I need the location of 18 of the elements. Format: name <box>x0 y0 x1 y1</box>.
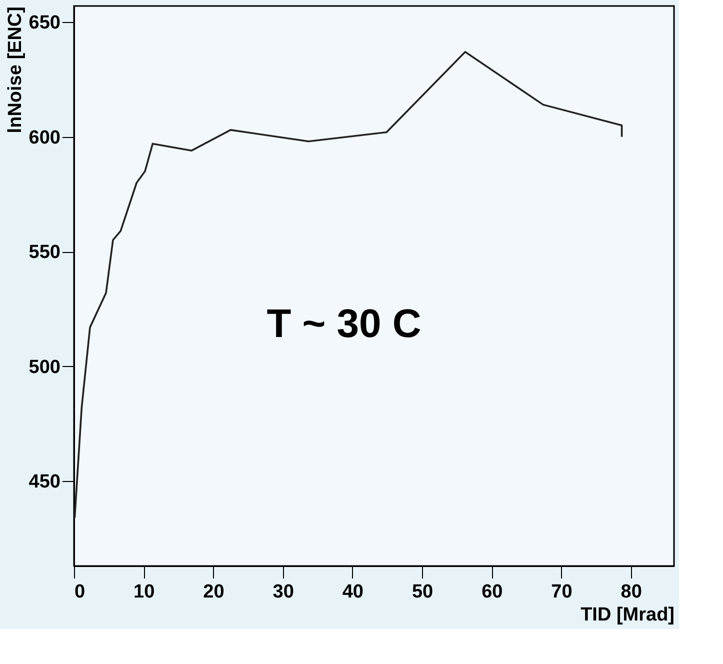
y-axis-title: lnNoise [ENC] <box>4 6 26 134</box>
x-tick-label: 10 <box>134 582 155 602</box>
y-tick-label: 450 <box>28 472 60 493</box>
x-tick-label: 60 <box>482 582 503 602</box>
x-tick-label: 50 <box>412 582 434 602</box>
x-tick-label: 70 <box>551 582 572 602</box>
y-tick-label: 500 <box>28 356 60 378</box>
y-tick-label: 600 <box>28 127 60 148</box>
y-tick-label: 650 <box>28 12 60 34</box>
x-tick-label: 40 <box>342 582 364 602</box>
line-series <box>74 51 623 519</box>
x-tick-label: 0 <box>74 582 86 602</box>
x-tick-label: 20 <box>203 582 224 602</box>
annotation: T ~ 30 C <box>266 302 422 346</box>
x-tick-label: 80 <box>620 582 642 602</box>
x-axis-title: TID [Mrad] <box>580 604 674 626</box>
x-tick-label: 30 <box>272 582 294 602</box>
y-tick-label: 550 <box>28 242 60 264</box>
